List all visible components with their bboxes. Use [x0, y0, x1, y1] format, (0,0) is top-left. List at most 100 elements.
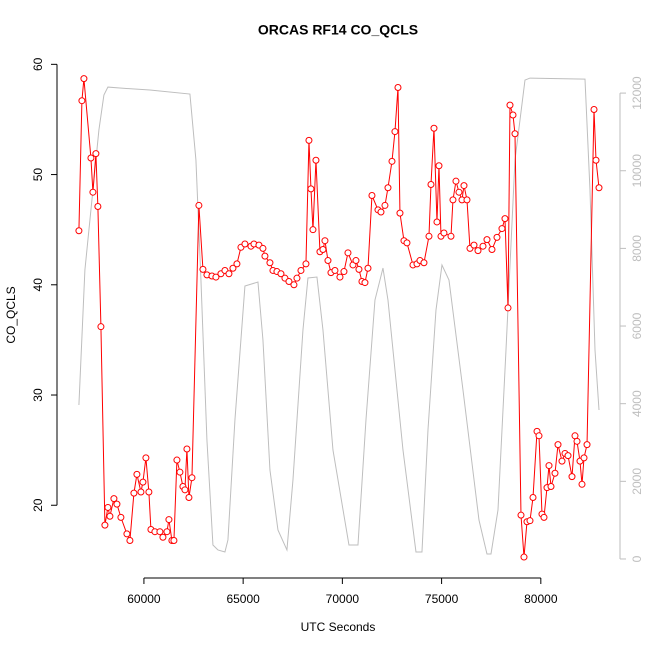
- data-point: [377, 208, 385, 216]
- y2-tick-label: 6000: [630, 312, 644, 339]
- data-point: [229, 264, 237, 272]
- data-point: [293, 274, 301, 282]
- data-point: [430, 124, 438, 132]
- data-point: [319, 246, 327, 254]
- y2-tick-label: 0: [630, 555, 644, 562]
- x-tick-label: 75000: [425, 592, 459, 606]
- data-point: [163, 528, 171, 536]
- data-point: [540, 513, 548, 521]
- data-point: [551, 469, 559, 477]
- data-point: [447, 232, 455, 240]
- data-point: [355, 265, 363, 273]
- x-tick-label: 60000: [127, 592, 161, 606]
- data-point: [364, 264, 372, 272]
- data-point: [452, 177, 460, 185]
- data-point: [78, 97, 86, 105]
- data-point: [165, 516, 173, 524]
- data-point: [449, 196, 457, 204]
- data-point: [381, 201, 389, 209]
- data-point: [181, 486, 189, 494]
- data-point: [92, 150, 100, 158]
- y2-tick-label: 10000: [630, 154, 644, 188]
- data-point: [133, 470, 141, 478]
- y2-tick-label: 2000: [630, 468, 644, 495]
- data-point: [130, 489, 138, 497]
- data-point: [212, 273, 220, 281]
- data-point: [225, 270, 233, 278]
- data-point: [425, 232, 433, 240]
- data-point: [455, 188, 463, 196]
- data-point: [595, 184, 603, 192]
- data-point: [506, 101, 514, 109]
- data-point: [309, 226, 317, 234]
- data-point: [440, 229, 448, 237]
- data-point: [470, 241, 478, 249]
- data-point: [545, 462, 553, 470]
- data-point: [285, 277, 293, 285]
- data-point: [142, 454, 150, 462]
- data-point: [336, 273, 344, 281]
- x-tick-label: 80000: [524, 592, 558, 606]
- y2-tick-label: 4000: [630, 390, 644, 417]
- x-tick-label: 65000: [226, 592, 260, 606]
- data-point: [578, 480, 586, 488]
- data-point: [420, 259, 428, 267]
- data-point: [75, 227, 83, 235]
- data-point: [302, 260, 310, 268]
- data-point: [433, 218, 441, 226]
- data-point: [126, 537, 134, 545]
- data-point: [520, 553, 528, 561]
- data-point: [139, 478, 147, 486]
- data-line: [78, 77, 600, 555]
- x-tick-label: 70000: [326, 592, 360, 606]
- y-tick-label: 40: [31, 278, 45, 292]
- data-point: [277, 270, 285, 278]
- data-point: [145, 488, 153, 496]
- data-point: [535, 432, 543, 440]
- data-point: [97, 323, 105, 331]
- y-tick-label: 20: [31, 498, 45, 512]
- data-point: [173, 456, 181, 464]
- data-point: [509, 111, 517, 119]
- data-point: [104, 503, 112, 511]
- data-point: [483, 236, 491, 244]
- data-point: [321, 237, 329, 245]
- chart-title: ORCAS RF14 CO_QCLS: [258, 22, 418, 38]
- data-point: [352, 257, 360, 265]
- data-point: [344, 249, 352, 257]
- data-point: [558, 457, 566, 465]
- y-axis-label: CO_QCLS: [4, 286, 18, 343]
- data-point: [170, 537, 178, 545]
- data-point: [368, 192, 376, 200]
- data-point: [241, 240, 249, 248]
- data-point: [110, 495, 118, 503]
- data-point: [547, 483, 555, 491]
- data-point: [590, 106, 598, 114]
- data-point: [266, 259, 274, 267]
- data-point: [504, 304, 512, 312]
- data-point: [564, 452, 572, 460]
- data-point: [159, 533, 167, 541]
- y2-tick-label: 12000: [630, 76, 644, 110]
- data-point: [183, 445, 191, 453]
- data-point: [501, 215, 509, 223]
- data-point: [493, 233, 501, 241]
- data-point: [117, 513, 125, 521]
- y2-tick-label: 8000: [630, 235, 644, 262]
- data-point: [297, 266, 305, 274]
- data-point: [554, 441, 562, 449]
- data-point: [403, 239, 411, 247]
- data-point: [388, 157, 396, 165]
- data-point: [463, 196, 471, 204]
- data-point: [101, 521, 109, 529]
- data-point: [526, 517, 534, 525]
- data-point: [580, 454, 588, 462]
- data-point: [568, 473, 576, 481]
- data-point: [435, 162, 443, 170]
- data-point: [474, 247, 482, 255]
- data-point: [199, 265, 207, 273]
- data-point: [384, 184, 392, 192]
- data-point: [188, 474, 196, 482]
- x-axis-label: UTC Seconds: [301, 620, 376, 634]
